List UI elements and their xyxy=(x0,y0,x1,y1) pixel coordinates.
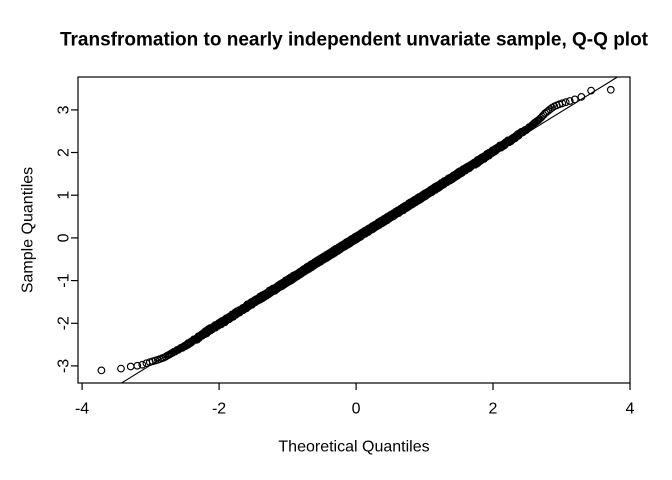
x-tick-label: 4 xyxy=(626,401,635,418)
y-tick-label: 1 xyxy=(56,191,73,200)
x-tick-label: 2 xyxy=(489,401,498,418)
x-tick-label: -4 xyxy=(75,401,89,418)
chart-title: Transfromation to nearly independent unv… xyxy=(60,30,649,51)
y-axis-label: Sample Quantiles xyxy=(20,167,37,293)
x-tick-label: 0 xyxy=(352,401,361,418)
x-axis-label: Theoretical Quantiles xyxy=(278,439,429,456)
y-tick-label: 0 xyxy=(56,233,73,242)
y-tick-label: 3 xyxy=(56,105,73,114)
y-tick-label: -1 xyxy=(56,273,73,287)
plot-box xyxy=(77,76,631,384)
x-axis: -4 -2 0 2 4 xyxy=(75,383,635,418)
y-axis: -3 -2 -1 0 1 2 3 xyxy=(56,105,78,373)
y-tick-label: -3 xyxy=(56,359,73,373)
y-tick-label: 2 xyxy=(56,148,73,157)
y-tick-label: -2 xyxy=(56,316,73,330)
x-tick-label: -2 xyxy=(212,401,226,418)
data-points xyxy=(97,86,615,375)
reference-line xyxy=(121,76,618,384)
